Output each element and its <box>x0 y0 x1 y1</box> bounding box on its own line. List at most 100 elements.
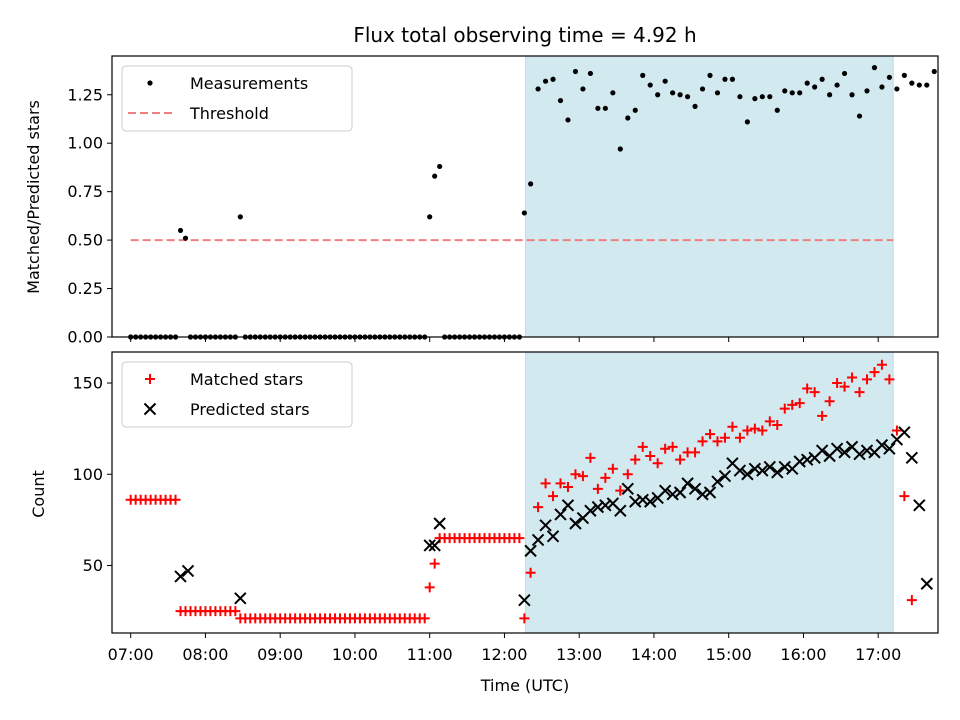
measurement-point <box>744 119 750 125</box>
measurement-point <box>182 235 189 241</box>
bottom-axes-frame <box>111 351 939 634</box>
matched-star-point <box>429 558 440 569</box>
matched-star-point <box>772 419 783 430</box>
matched-star-point <box>622 469 633 480</box>
predicted-star-point <box>711 475 724 488</box>
measurement-point <box>699 86 706 92</box>
matched-star-point <box>764 416 775 427</box>
measurement-point <box>432 173 438 179</box>
matched-star-point <box>230 606 241 617</box>
predicted-star-point <box>658 484 672 497</box>
matched-star-point <box>697 436 708 447</box>
matched-star-point <box>555 478 566 489</box>
matched-star-point <box>519 613 530 624</box>
matched-star-point <box>592 483 603 494</box>
measurement-point <box>931 68 937 75</box>
matched-star-point <box>615 485 626 496</box>
matched-star-point <box>585 452 596 463</box>
matched-star-point <box>727 421 738 432</box>
matched-star-point <box>802 383 813 394</box>
matched-star-point <box>600 472 611 483</box>
matched-star-point <box>533 502 544 513</box>
predicted-star-point <box>569 517 582 530</box>
matched-star-point <box>757 425 768 436</box>
measurement-point <box>610 90 616 96</box>
predicted-star-point <box>433 517 446 530</box>
matched-star-point <box>170 494 181 505</box>
measurement-point <box>894 86 900 92</box>
matched-star-point <box>742 425 753 436</box>
measurement-point <box>774 107 780 113</box>
predicted-star-point <box>234 592 247 605</box>
predicted-star-point <box>591 500 605 514</box>
measurement-point <box>550 76 556 82</box>
predicted-star-point <box>703 486 717 499</box>
top-y-tick-label: 0.50 <box>67 231 103 250</box>
measurement-point <box>782 88 788 94</box>
matched-star-point <box>419 613 430 624</box>
matched-star-point <box>824 396 835 407</box>
measurement-point <box>632 107 638 113</box>
bottom-x-tick-label: 16:00 <box>780 645 826 664</box>
bottom-y-axis-label: Count <box>29 470 48 518</box>
matched-star-point <box>847 372 858 383</box>
predicted-star-point <box>778 460 791 474</box>
measurement-point <box>819 76 825 82</box>
x-axis-label: Time (UTC) <box>480 676 569 695</box>
bottom-x-tick-label: 14:00 <box>631 645 677 664</box>
predicted-star-point <box>883 442 896 455</box>
measurement-point <box>722 76 728 82</box>
predicted-star-point <box>546 530 560 543</box>
predicted-star-point <box>898 426 911 439</box>
matched-star-point <box>514 533 525 544</box>
top-legend-label: Measurements <box>190 74 308 93</box>
predicted-star-point <box>636 493 649 507</box>
top-y-tick-label: 0.75 <box>67 182 103 201</box>
matched-star-point <box>424 582 435 593</box>
matched-star-point <box>637 441 648 452</box>
bottom-legend-label: Predicted stars <box>190 400 310 419</box>
measurements-legend-swatch <box>147 80 153 86</box>
measurement-point <box>692 103 698 109</box>
top-highlight-span <box>525 55 894 338</box>
bottom-x-tick-label: 12:00 <box>481 645 527 664</box>
measurement-point <box>647 82 653 88</box>
matched-star-point <box>667 441 678 452</box>
bottom-x-tick-label: 09:00 <box>257 645 303 664</box>
matched-star-point <box>861 374 872 385</box>
measurement-point <box>427 214 433 220</box>
predicted-star-point <box>524 544 537 558</box>
measurement-point <box>901 72 907 78</box>
top-axes-frame <box>111 55 939 338</box>
matched-star-point <box>570 469 581 480</box>
top-panel: 0.00 0.25 0.50 0.75 1.00 1.25 Measurements Thre… <box>67 55 939 347</box>
measurement-point <box>737 94 743 100</box>
matched-stars-legend-swatch <box>145 374 155 384</box>
measurement-point <box>535 86 541 92</box>
predicted-star-point <box>539 519 552 532</box>
predicted-star-point <box>174 570 187 583</box>
bottom-y-tick-label: 150 <box>72 374 103 393</box>
measurement-point <box>924 82 930 88</box>
predicted-star-point <box>584 504 597 517</box>
predicted-star-point <box>673 486 687 499</box>
bottom-y-tick-label: 50 <box>83 556 103 575</box>
measurement-point <box>625 115 631 121</box>
top-y-tick-label: 0.25 <box>67 279 103 298</box>
bottom-x-tick-label: 13:00 <box>556 645 602 664</box>
bottom-legend-label: Matched stars <box>190 370 303 389</box>
matched-star-point <box>779 403 790 414</box>
matched-star-point <box>906 595 917 606</box>
predicted-star-point <box>860 444 874 457</box>
predicted-star-point <box>793 455 806 468</box>
matched-star-point <box>577 471 588 482</box>
predicted-star-point <box>748 462 762 475</box>
matched-star-point <box>548 491 559 502</box>
matched-star-point <box>562 482 573 493</box>
predicted-star-point <box>688 482 702 496</box>
bottom-y-tick-label: 100 <box>72 465 103 484</box>
matched-star-point <box>817 410 828 421</box>
measurement-point <box>565 117 571 123</box>
measurement-point <box>670 90 676 96</box>
predicted-star-point <box>599 499 612 512</box>
